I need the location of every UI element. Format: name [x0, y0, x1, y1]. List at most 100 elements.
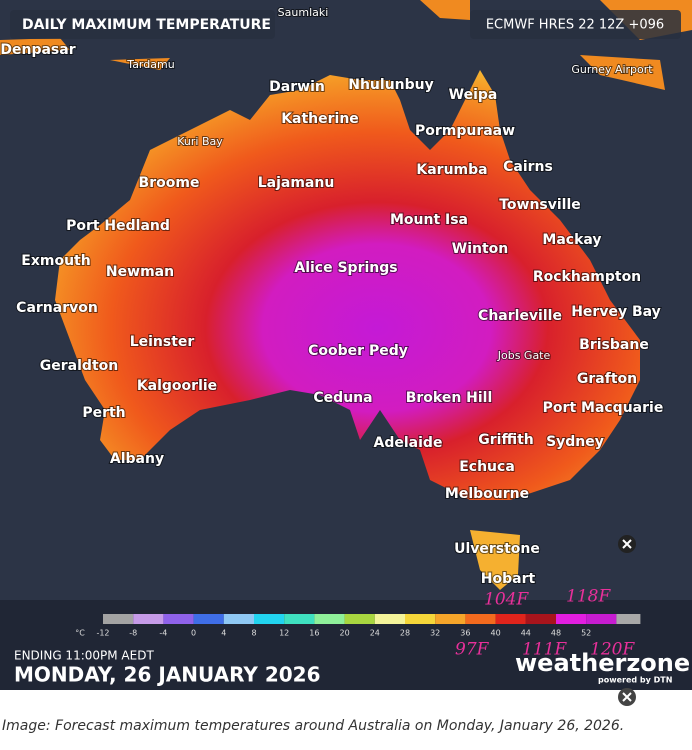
handwritten-note: 104F — [484, 590, 529, 610]
place-label: Hobart — [481, 571, 536, 587]
place-label: Pormpuraaw — [415, 123, 515, 139]
legend-tick: 48 — [551, 629, 561, 638]
place-label: Alice Springs — [294, 260, 397, 276]
place-label: Broken Hill — [406, 390, 493, 406]
handwritten-note: 118F — [566, 587, 611, 607]
place-label: Echuca — [459, 459, 515, 475]
legend-swatch — [223, 614, 254, 624]
legend-swatch — [525, 614, 556, 624]
place-label: Townsville — [499, 197, 581, 213]
place-label: Albany — [110, 451, 164, 467]
legend-swatch — [405, 614, 436, 624]
legend-swatch — [163, 614, 194, 624]
legend-tick: 8 — [251, 629, 256, 638]
legend-tick: 40 — [491, 629, 501, 638]
land-north — [0, 0, 692, 90]
brand-tagline: powered by DTN — [598, 676, 672, 685]
legend-swatch — [616, 614, 641, 624]
legend-swatch — [374, 614, 405, 624]
legend-swatch — [133, 614, 164, 624]
place-label: Exmouth — [21, 253, 90, 269]
legend-tick: 32 — [430, 629, 440, 638]
legend-swatch — [284, 614, 315, 624]
legend-swatch — [556, 614, 587, 624]
handwritten-note: 120F — [590, 640, 635, 660]
place-label: Geraldton — [40, 358, 118, 374]
place-label: Ceduna — [313, 390, 372, 406]
place-label: Gurney Airport — [571, 63, 653, 76]
handwritten-note: 111F — [522, 640, 567, 660]
place-label: Charleville — [478, 308, 562, 324]
place-label: Cairns — [503, 159, 553, 175]
place-label: Carnarvon — [16, 300, 98, 316]
place-label: Katherine — [281, 111, 359, 127]
place-label: Broome — [139, 175, 200, 191]
australia — [55, 70, 640, 500]
place-label: Karumba — [416, 162, 487, 178]
ending-time: ENDING 11:00PM AEDT — [14, 649, 154, 663]
place-label: Mount Isa — [390, 212, 468, 228]
place-label: Kuri Bay — [177, 135, 223, 148]
model-label: ECMWF HRES 22 12Z +096 — [486, 18, 664, 33]
place-label: Nhulunbuy — [348, 77, 434, 93]
place-label: Saumlaki — [278, 6, 329, 19]
legend-swatch — [586, 614, 617, 624]
place-label: Port Hedland — [66, 218, 170, 234]
place-label: Newman — [106, 264, 174, 280]
legend-tick: 12 — [279, 629, 289, 638]
legend-tick: 16 — [309, 629, 319, 638]
legend-tick: -4 — [159, 629, 167, 638]
place-label: Jobs Gate — [497, 349, 551, 362]
legend-swatch — [193, 614, 224, 624]
legend-tick: 52 — [581, 629, 591, 638]
place-label: Denpasar — [0, 42, 75, 58]
place-label: Winton — [452, 241, 509, 257]
place-label: Griffith — [478, 432, 533, 448]
place-label: Tardamu — [126, 58, 174, 71]
place-label: Ulverstone — [454, 541, 540, 557]
brand-logo: weatherzone — [515, 649, 690, 677]
title-box — [10, 10, 275, 39]
place-label: Brisbane — [579, 337, 649, 353]
legend-tick: 0 — [191, 629, 196, 638]
close-button[interactable] — [618, 688, 636, 706]
place-label: Sydney — [546, 434, 604, 450]
place-label: Darwin — [269, 79, 325, 95]
place-label: Kalgoorlie — [137, 378, 217, 394]
legend-swatch — [435, 614, 466, 624]
legend-swatch — [344, 614, 375, 624]
caption: Image: Forecast maximum temperatures aro… — [2, 718, 624, 734]
close-button[interactable] — [618, 535, 636, 553]
place-label: Grafton — [577, 371, 637, 387]
handwritten-note: 97F — [455, 640, 490, 660]
legend-tick: 4 — [221, 629, 226, 638]
legend-swatch — [465, 614, 496, 624]
legend-unit: °C — [75, 629, 85, 638]
legend-swatch — [314, 614, 345, 624]
place-label: Mackay — [542, 232, 601, 248]
place-label: Rockhampton — [533, 269, 641, 285]
legend-swatch — [103, 614, 134, 624]
legend-swatch — [254, 614, 285, 624]
place-label: Port Macquarie — [543, 400, 664, 416]
legend-swatch — [495, 614, 526, 624]
tasmania — [470, 530, 520, 590]
forecast-date: MONDAY, 26 JANUARY 2026 — [14, 663, 321, 687]
legend-tick: 20 — [340, 629, 350, 638]
place-label: Weipa — [449, 87, 498, 103]
map-title: DAILY MAXIMUM TEMPERATURE — [22, 17, 271, 33]
model-box — [470, 10, 681, 39]
legend-tick: 36 — [460, 629, 470, 638]
place-label: Perth — [82, 405, 125, 421]
place-label: Hervey Bay — [571, 304, 661, 320]
place-label: Coober Pedy — [308, 343, 408, 359]
place-label: Adelaide — [374, 435, 443, 451]
legend-tick: 24 — [370, 629, 380, 638]
place-label: Melbourne — [445, 486, 529, 502]
place-label: Lajamanu — [258, 175, 335, 191]
legend-tick: -12 — [96, 629, 109, 638]
legend-tick: 44 — [521, 629, 531, 638]
legend-tick: -8 — [129, 629, 137, 638]
